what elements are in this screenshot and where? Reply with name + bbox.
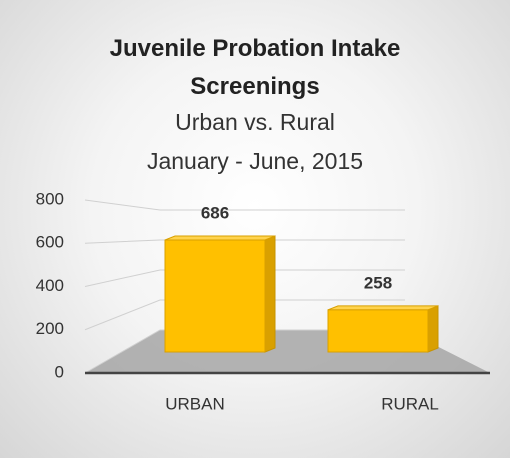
grid-line [84, 239, 405, 244]
data-label: 258 [364, 273, 392, 292]
bar-top [164, 235, 276, 241]
grid-line [84, 329, 405, 374]
grid-line [84, 299, 405, 331]
y-tick-label: 400 [36, 276, 64, 295]
grid-line [84, 199, 405, 211]
chart-subtitle: Urban vs. Rural [175, 109, 335, 135]
bar [327, 309, 429, 353]
grid-line [84, 269, 405, 287]
y-tick-label: 0 [55, 362, 64, 381]
x-tick-label: URBAN [165, 394, 225, 413]
bar [164, 239, 266, 353]
data-label: 686 [201, 203, 229, 222]
chart-title: Juvenile Probation Intake Screenings [109, 35, 401, 100]
chart-subtitle: January - June, 2015 [147, 148, 363, 174]
y-tick-label: 800 [36, 189, 64, 208]
bar-top [327, 305, 439, 311]
bar-side [427, 305, 439, 353]
y-tick-label: 200 [36, 319, 64, 338]
bar-side [264, 235, 276, 353]
y-tick-label: 600 [36, 233, 64, 252]
x-tick-label: RURAL [381, 394, 439, 413]
